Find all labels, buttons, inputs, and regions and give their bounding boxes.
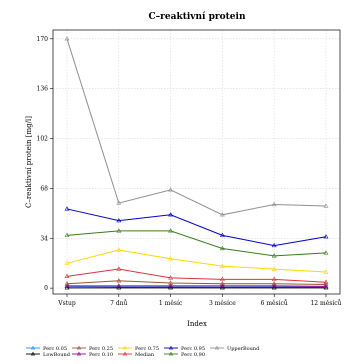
series-line-perc-0-90 <box>66 230 327 257</box>
data-point <box>323 283 329 288</box>
legend-item: Perc 0.05 <box>26 345 67 352</box>
legend-item: Perc 0.10 <box>72 351 113 358</box>
data-point <box>64 36 70 41</box>
x-tick-label: 3 měsíce <box>209 300 236 307</box>
data-point <box>219 232 225 237</box>
y-tick-label: 170 <box>37 36 49 43</box>
plot-area: 0 34 68 102 136 170 Vstup 7 dnů 1 měsíc 3 měsíce 6… <box>37 29 342 307</box>
data-point <box>64 281 70 286</box>
legend-label: Median <box>135 352 155 358</box>
y-tick-label: 34 <box>40 235 48 242</box>
legend-swatch-marker <box>168 351 174 356</box>
data-point <box>271 253 277 258</box>
legend-label: Perc 0.90 <box>181 352 205 358</box>
series-line-median <box>66 268 327 283</box>
data-point <box>116 247 122 252</box>
data-point <box>168 212 174 217</box>
y-tick-label: 102 <box>37 136 49 143</box>
data-point <box>323 269 329 274</box>
legend-swatch-marker <box>122 351 128 356</box>
data-point <box>323 279 329 284</box>
data-point <box>116 228 122 233</box>
legend-swatch-marker <box>122 345 128 350</box>
data-point <box>219 245 225 251</box>
legend-item: LowBound <box>26 351 71 358</box>
legend-item: Perc 0.75 <box>118 345 159 352</box>
data-point <box>271 283 277 288</box>
data-point <box>271 266 277 271</box>
x-tick-label: 7 dnů <box>110 300 127 307</box>
data-point <box>271 276 277 281</box>
data-point <box>168 187 174 192</box>
data-point <box>64 206 70 211</box>
legend-item: UpperBound <box>210 345 260 352</box>
data-point <box>168 256 174 261</box>
legend-swatch-marker <box>168 345 174 350</box>
legend-item: Perc 0.25 <box>72 345 113 352</box>
data-point <box>271 201 277 207</box>
data-point <box>219 281 225 286</box>
data-point <box>219 284 225 289</box>
legend: Perc 0.05 Perc 0.25 Perc 0.75 Perc 0.95 Uppe… <box>26 345 260 358</box>
data-point <box>271 242 277 248</box>
y-tick-label: 68 <box>40 185 48 192</box>
x-tick-label: 1 měsíc <box>159 300 183 307</box>
data-point <box>323 234 329 239</box>
data-point <box>64 273 70 278</box>
data-point <box>116 278 122 283</box>
data-point <box>116 217 122 223</box>
series-line-perc-0-95 <box>66 208 327 247</box>
legend-label: Perc 0.95 <box>181 346 205 352</box>
series-line-upperbound <box>66 38 327 216</box>
data-point <box>116 200 122 205</box>
x-tick-label: Vstup <box>57 300 76 307</box>
plot-frame <box>52 29 341 295</box>
data-point <box>219 212 225 217</box>
y-tick-label: 0 <box>44 285 48 292</box>
legend-label: LowBound <box>43 352 71 358</box>
data-point <box>323 250 329 255</box>
series-line-perc-0-75 <box>66 249 327 273</box>
data-point <box>219 283 225 288</box>
legend-item: Perc 0.95 <box>164 345 205 352</box>
legend-item: Median <box>118 351 155 358</box>
data-point <box>323 281 329 287</box>
data-point <box>323 203 329 208</box>
legend-item: Perc 0.90 <box>164 351 205 358</box>
legend-swatch-marker <box>30 345 36 350</box>
chart-title: C–reaktivní protein <box>149 11 246 22</box>
data-point <box>64 283 70 288</box>
legend-swatch-marker <box>30 351 36 356</box>
data-point <box>271 281 277 286</box>
y-tick-label: 136 <box>37 86 49 93</box>
y-axis-title: C–reaktivní protein [mg/l] <box>25 116 33 208</box>
x-axis-title: Index <box>187 320 207 328</box>
series-line-perc-0-05 <box>66 285 327 288</box>
data-point <box>116 283 122 288</box>
data-point <box>219 276 225 281</box>
x-tick-label: 12 měsíců <box>310 300 341 307</box>
legend-label: Perc 0.10 <box>89 352 113 358</box>
data-point <box>64 260 70 265</box>
data-point <box>219 263 225 268</box>
data-point <box>116 266 122 271</box>
data-point <box>168 283 174 288</box>
legend-label: Perc 0.25 <box>89 346 113 352</box>
data-point <box>168 228 174 233</box>
legend-label: Perc 0.05 <box>43 346 67 352</box>
legend-swatch-marker <box>214 345 220 350</box>
series-line-perc-0-25 <box>66 280 327 285</box>
legend-swatch-marker <box>76 351 82 356</box>
x-tick-label: 6 měsíců <box>261 300 288 307</box>
data-point <box>168 275 174 280</box>
data-point <box>64 232 70 237</box>
legend-label: UpperBound <box>227 346 260 352</box>
legend-label: Perc 0.75 <box>135 346 159 352</box>
legend-swatch-marker <box>76 345 82 350</box>
